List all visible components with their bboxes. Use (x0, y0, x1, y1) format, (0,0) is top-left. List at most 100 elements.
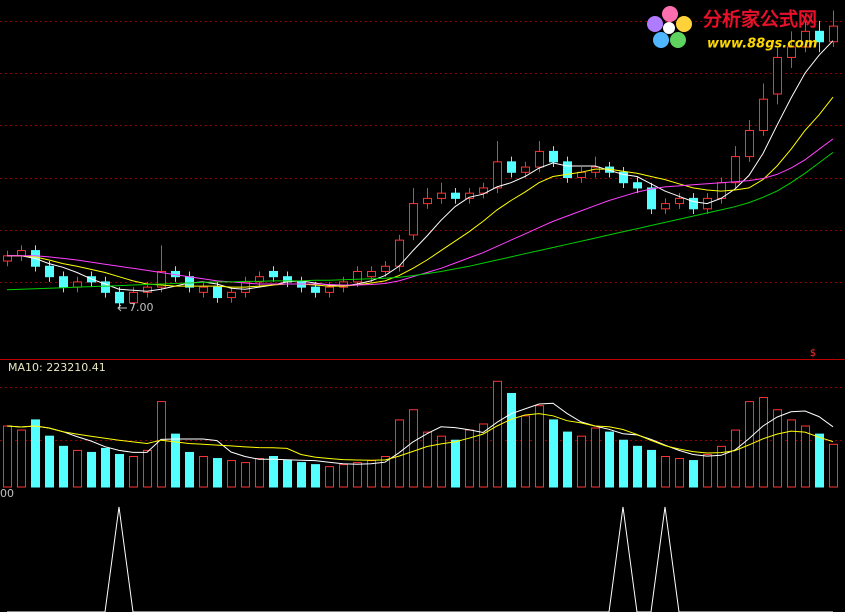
candle-body (549, 150, 558, 163)
candle-body (353, 270, 362, 283)
candle-body (255, 276, 264, 283)
volume-bar (703, 453, 712, 488)
candle-body (689, 197, 698, 210)
volume-legend: MA10: 223210.41 (8, 361, 106, 374)
volume-bar (535, 405, 544, 488)
volume-bar (31, 419, 40, 488)
volume-bar (339, 464, 348, 488)
candle-body (451, 192, 460, 199)
candle-body (507, 161, 516, 173)
candle-body (325, 286, 334, 293)
volume-bar (227, 460, 236, 488)
volume-bar (577, 435, 586, 488)
candle-body (661, 203, 670, 210)
candle-body (213, 286, 222, 299)
volume-bar (241, 462, 250, 488)
volume-bar (171, 433, 180, 488)
candle-body (101, 281, 110, 293)
volume-bar (115, 453, 124, 488)
volume-bar (563, 431, 572, 488)
volume-bar (507, 392, 516, 488)
volume-bar (59, 445, 68, 488)
candle-body (143, 286, 152, 293)
volume-bar (3, 425, 12, 488)
logo-petal (662, 6, 678, 22)
candle-body (3, 255, 12, 262)
volume-bar (325, 466, 334, 488)
candle-body (675, 197, 684, 205)
candle-body (465, 192, 474, 199)
logo-petal (670, 32, 686, 48)
logo-petal (676, 16, 692, 32)
volume-bar (269, 456, 278, 488)
candle-body (115, 291, 124, 304)
volume-bar (521, 415, 530, 488)
volume-bar (717, 445, 726, 488)
volume-bar (395, 419, 404, 488)
candle-body (493, 161, 502, 189)
candle-body (437, 192, 446, 199)
candle-body (759, 98, 768, 132)
volume-bar (619, 439, 628, 488)
signal-marker: $ (810, 348, 816, 359)
candle-body (17, 250, 26, 257)
volume-average-line (6, 402, 834, 465)
volume-bar (17, 429, 26, 488)
volume-bar (381, 456, 390, 488)
volume-bar (437, 435, 446, 488)
candle-body (731, 156, 740, 184)
volume-average-line (6, 413, 834, 461)
moving-average-line (7, 96, 834, 288)
annotation-arrow-head (117, 304, 122, 312)
volume-bar (199, 456, 208, 488)
candle-body (199, 286, 208, 293)
low-annotation: 7.00 (129, 301, 154, 314)
moving-average-line (7, 40, 834, 292)
volume-bar (493, 380, 502, 488)
volume-bar (591, 427, 600, 488)
volume-bar (213, 458, 222, 488)
volume-bar (773, 409, 782, 488)
watermark-url: www.88gs.com (707, 37, 817, 52)
watermark-logo (647, 6, 692, 48)
volume-bar (689, 460, 698, 488)
volume-bar (801, 425, 810, 488)
volume-bar (731, 429, 740, 488)
volume-bar (283, 460, 292, 488)
volume-bar (675, 458, 684, 488)
candle-body (311, 286, 320, 293)
volume-bar (549, 419, 558, 488)
candle-body (773, 56, 782, 95)
candle-body (633, 182, 642, 189)
volume-bar (409, 409, 418, 488)
candle-body (745, 130, 754, 158)
candle-body (227, 291, 236, 299)
volume-bar (815, 433, 824, 488)
volume-bar (101, 447, 110, 488)
volume-bar (605, 431, 614, 488)
volume-bar (311, 464, 320, 488)
volume-bar (185, 451, 194, 488)
candle-body (157, 270, 166, 288)
candle-body (521, 166, 530, 173)
moving-average-line (6, 151, 834, 291)
candle-body (73, 281, 82, 288)
volume-bar (73, 449, 82, 488)
logo-center (663, 22, 675, 34)
volume-bar (451, 439, 460, 488)
candle-body (619, 171, 628, 184)
volume-bar (661, 456, 670, 488)
candle-body (45, 265, 54, 278)
logo-petal (653, 32, 669, 48)
candle-body (367, 270, 376, 278)
candle-body (815, 30, 824, 43)
candle-body (185, 276, 194, 288)
volume-bar (829, 443, 838, 488)
volume-bar (297, 462, 306, 488)
volume-bar (479, 423, 488, 488)
volume-bar (633, 445, 642, 488)
candle-body (269, 270, 278, 278)
candle-body (409, 203, 418, 236)
